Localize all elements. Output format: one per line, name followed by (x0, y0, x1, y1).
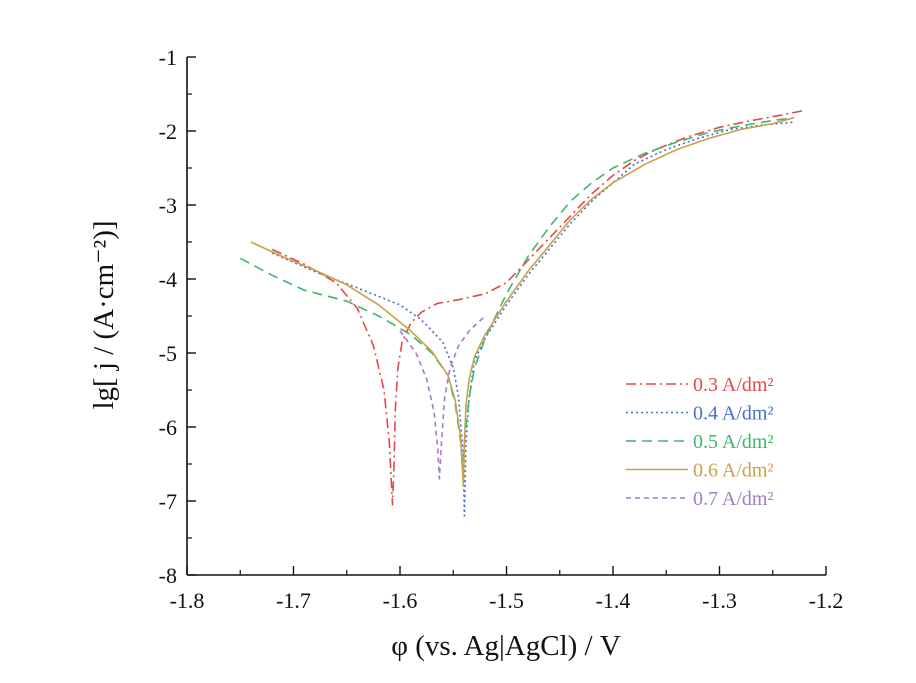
y-tick-label: -4 (159, 267, 177, 292)
legend-label: 0.7 A/dm² (693, 488, 773, 510)
series-line-2 (271, 121, 795, 517)
series-line-3 (239, 116, 795, 473)
series-layer (239, 109, 805, 517)
x-tick-label: -1.3 (702, 588, 737, 613)
x-tick-label: -1.5 (489, 588, 524, 613)
x-axis-label: φ (vs. Ag|AgCl) / V (391, 630, 621, 662)
y-tick-label: -7 (159, 489, 177, 514)
x-tick-label: -1.2 (809, 588, 844, 613)
y-tick-label: -1 (159, 45, 177, 70)
y-tick-label: -2 (159, 119, 177, 144)
x-tick-label: -1.7 (276, 588, 311, 613)
legend-label: 0.3 A/dm² (693, 374, 773, 396)
x-tick-label: -1.4 (596, 588, 631, 613)
y-tick-label: -5 (159, 341, 177, 366)
y-tick-label: -3 (159, 193, 177, 218)
x-axis: -1.8 -1.7 -1.6 -1.5 -1.4 -1.3 -1.2 (170, 566, 844, 613)
legend-label: 0.4 A/dm² (693, 403, 773, 425)
x-tick-label: -1.8 (170, 588, 205, 613)
y-tick-label: -6 (159, 415, 177, 440)
legend: 0.3 A/dm² 0.4 A/dm² 0.5 A/dm² 0.6 A/dm² 0.7 … (626, 374, 773, 510)
y-axis-label: lg[ j / (A·cm⁻²)] (88, 220, 120, 409)
y-axis: -8 -7 -6 -5 -4 -3 -2 -1 (159, 45, 196, 588)
series-line-4 (250, 116, 795, 488)
series-line-5 (399, 315, 486, 480)
x-tick-label: -1.6 (383, 588, 418, 613)
legend-label: 0.5 A/dm² (693, 431, 773, 453)
y-tick-label: -8 (159, 563, 177, 588)
legend-label: 0.6 A/dm² (693, 460, 773, 482)
